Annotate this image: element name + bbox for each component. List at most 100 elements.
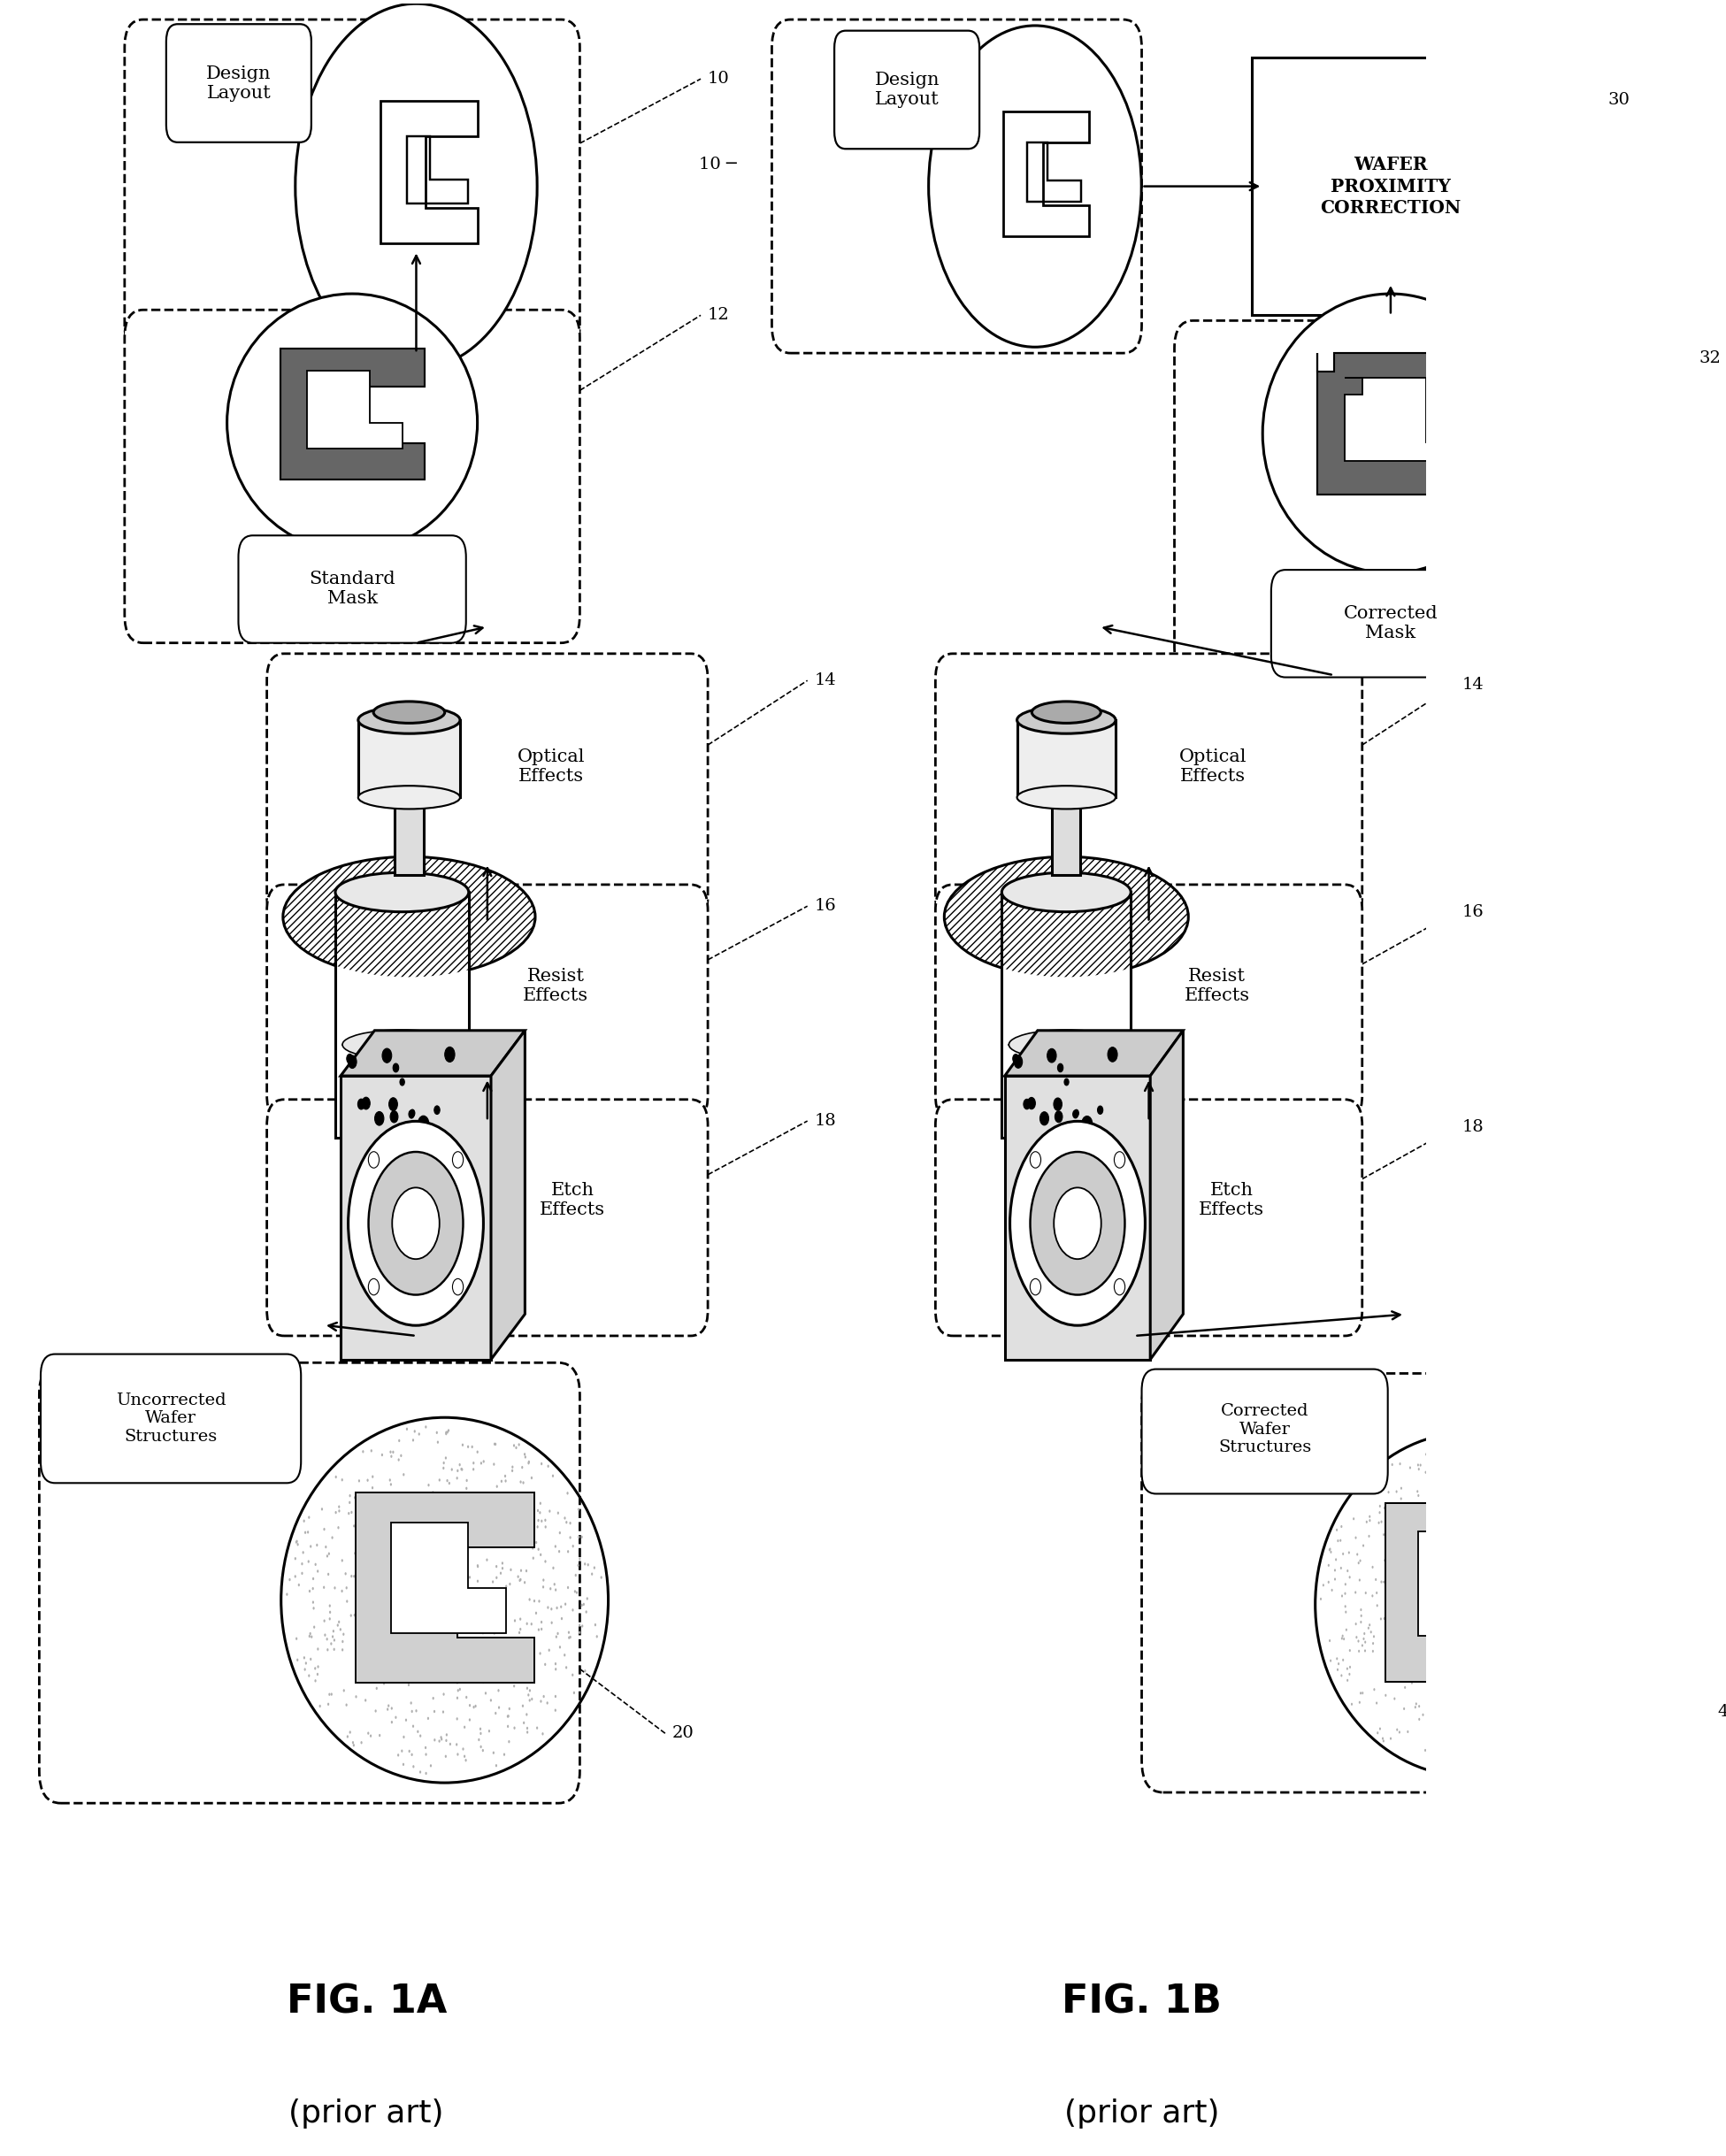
Circle shape [426, 1557, 428, 1559]
Circle shape [542, 1578, 544, 1583]
Circle shape [413, 1438, 414, 1442]
Circle shape [1427, 1466, 1429, 1470]
Circle shape [1484, 1457, 1486, 1460]
Circle shape [502, 1567, 504, 1570]
Circle shape [557, 1632, 559, 1634]
Circle shape [333, 1647, 335, 1651]
Circle shape [511, 1468, 513, 1473]
Circle shape [523, 1453, 526, 1455]
Circle shape [1015, 1056, 1022, 1067]
Circle shape [1512, 1626, 1514, 1628]
Circle shape [1331, 1589, 1332, 1591]
Circle shape [551, 1608, 552, 1611]
Circle shape [552, 1567, 554, 1570]
Circle shape [1543, 1468, 1545, 1470]
Circle shape [1488, 1580, 1490, 1585]
Circle shape [1522, 1669, 1524, 1671]
Circle shape [507, 1740, 509, 1744]
Circle shape [495, 1565, 497, 1567]
Circle shape [568, 1636, 570, 1639]
Circle shape [1550, 1626, 1552, 1628]
Circle shape [1560, 1729, 1562, 1731]
Circle shape [514, 1516, 516, 1518]
Circle shape [421, 1593, 423, 1598]
Circle shape [419, 1733, 421, 1738]
Circle shape [1415, 1509, 1417, 1514]
Circle shape [409, 1751, 411, 1753]
Circle shape [1360, 1608, 1362, 1611]
Circle shape [461, 1445, 464, 1447]
Circle shape [1458, 1514, 1460, 1518]
Circle shape [330, 1643, 331, 1645]
Circle shape [1488, 1695, 1490, 1697]
Circle shape [1540, 1585, 1541, 1587]
Circle shape [1445, 1447, 1446, 1449]
Circle shape [1389, 1673, 1391, 1675]
Circle shape [297, 1658, 299, 1662]
Circle shape [494, 1591, 495, 1593]
Circle shape [1509, 1602, 1510, 1604]
Circle shape [1602, 1615, 1603, 1617]
Circle shape [487, 1658, 488, 1662]
Circle shape [307, 1531, 309, 1533]
Circle shape [549, 1587, 552, 1591]
Circle shape [438, 1740, 440, 1742]
Circle shape [1414, 1705, 1417, 1708]
Circle shape [1584, 1639, 1586, 1641]
Circle shape [488, 1729, 490, 1733]
FancyBboxPatch shape [1005, 1076, 1150, 1360]
Circle shape [554, 1662, 556, 1664]
Circle shape [1524, 1662, 1526, 1664]
Circle shape [456, 1477, 457, 1479]
Circle shape [471, 1445, 473, 1449]
Circle shape [1400, 1488, 1402, 1490]
Circle shape [1505, 1473, 1507, 1475]
Circle shape [445, 1733, 447, 1736]
Circle shape [582, 1626, 583, 1628]
Circle shape [440, 1533, 442, 1535]
FancyBboxPatch shape [1270, 569, 1510, 677]
Circle shape [345, 1703, 347, 1705]
Circle shape [1598, 1606, 1600, 1611]
Circle shape [1329, 1660, 1331, 1662]
Circle shape [1559, 1529, 1560, 1531]
Circle shape [466, 1576, 468, 1578]
Circle shape [392, 1451, 394, 1453]
Circle shape [1395, 1639, 1396, 1643]
Circle shape [457, 1688, 459, 1692]
Circle shape [1055, 1110, 1063, 1123]
Circle shape [1588, 1673, 1590, 1675]
Circle shape [433, 1710, 435, 1714]
Circle shape [312, 1600, 314, 1604]
Circle shape [1369, 1535, 1370, 1537]
Circle shape [525, 1570, 528, 1572]
Circle shape [1329, 1548, 1331, 1550]
Polygon shape [1419, 1531, 1526, 1636]
Circle shape [570, 1636, 571, 1639]
Circle shape [1391, 1522, 1393, 1524]
Circle shape [447, 1589, 449, 1591]
Circle shape [362, 1097, 369, 1110]
Circle shape [331, 1634, 333, 1639]
Circle shape [1400, 1462, 1402, 1466]
Circle shape [1464, 1671, 1465, 1673]
Circle shape [549, 1509, 551, 1514]
Circle shape [542, 1695, 545, 1699]
Circle shape [1550, 1488, 1552, 1490]
Circle shape [1408, 1583, 1410, 1585]
Circle shape [342, 1559, 343, 1561]
Circle shape [1400, 1496, 1402, 1501]
Circle shape [397, 1753, 399, 1757]
Circle shape [570, 1535, 571, 1539]
Circle shape [492, 1669, 494, 1671]
Text: Etch
Effects: Etch Effects [540, 1181, 606, 1218]
Circle shape [1462, 1623, 1464, 1626]
FancyBboxPatch shape [335, 893, 469, 1138]
Circle shape [566, 1520, 568, 1524]
Circle shape [528, 1462, 530, 1464]
Circle shape [476, 1580, 478, 1583]
FancyBboxPatch shape [41, 1354, 300, 1483]
Circle shape [1360, 1615, 1362, 1617]
Circle shape [371, 1475, 373, 1479]
Circle shape [469, 1718, 471, 1720]
